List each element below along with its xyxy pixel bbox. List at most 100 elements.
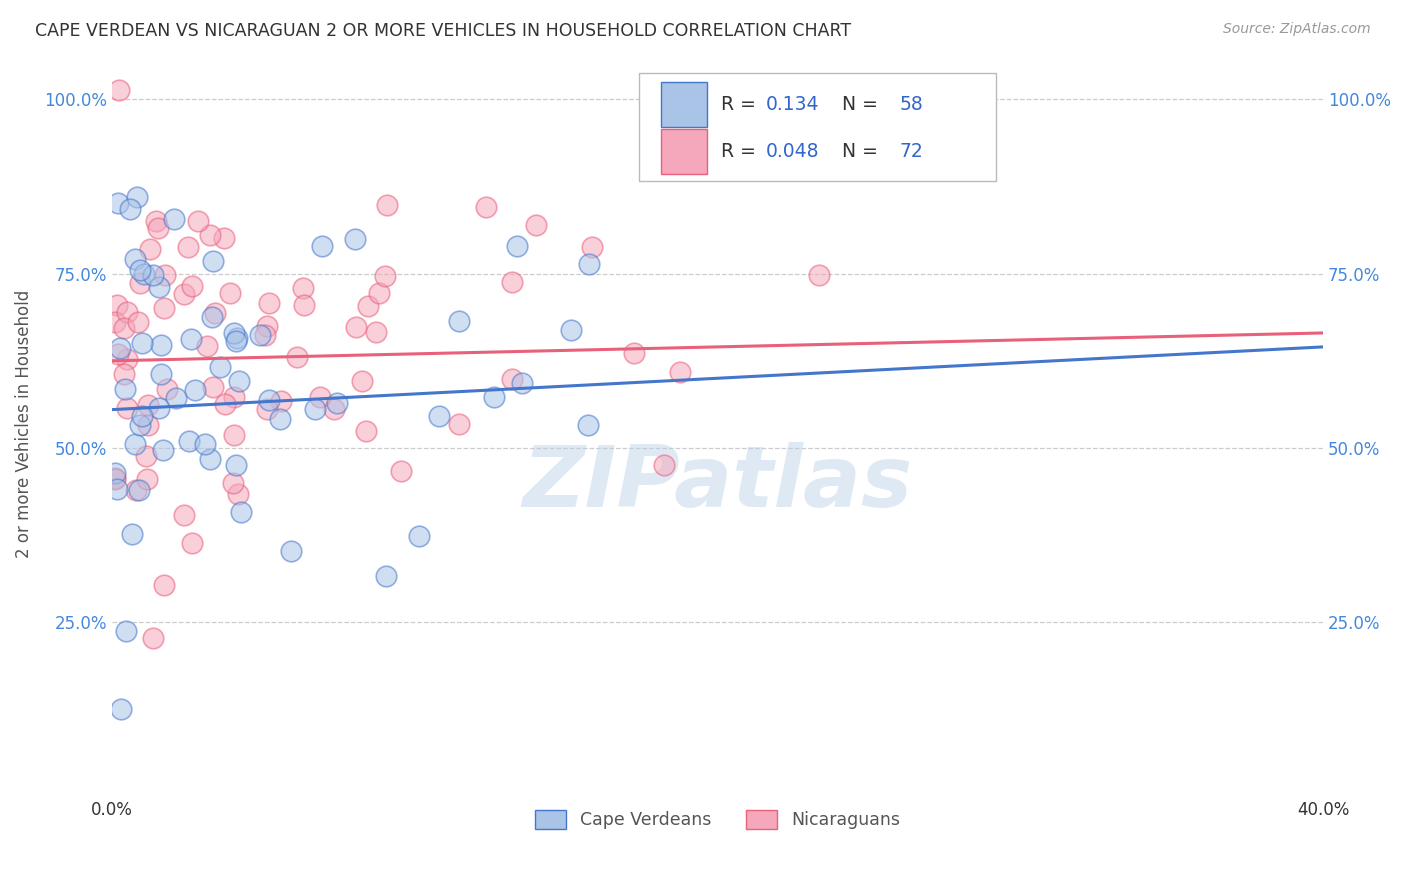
- Point: [180, 332, 202, 346]
- Point: [156, 383, 179, 397]
- Point: [501, 275, 523, 289]
- Point: [204, 306, 226, 320]
- Text: R =: R =: [721, 142, 762, 161]
- Point: [107, 347, 129, 361]
- Point: [256, 402, 278, 417]
- Point: [623, 346, 645, 360]
- Point: [163, 211, 186, 226]
- Point: [124, 252, 146, 267]
- Point: [344, 231, 367, 245]
- Legend: Cape Verdeans, Nicaraguans: Cape Verdeans, Nicaraguans: [527, 803, 907, 836]
- FancyBboxPatch shape: [661, 82, 707, 127]
- Point: [219, 286, 242, 301]
- Point: [110, 702, 132, 716]
- Point: [108, 83, 131, 97]
- Text: 0.134: 0.134: [766, 95, 820, 114]
- Point: [449, 314, 471, 328]
- FancyBboxPatch shape: [661, 129, 707, 174]
- Point: [226, 330, 249, 344]
- Point: [427, 409, 450, 424]
- Point: [105, 297, 128, 311]
- Point: [108, 341, 131, 355]
- Point: [124, 437, 146, 451]
- Point: [224, 326, 246, 341]
- Point: [118, 202, 141, 216]
- Point: [578, 257, 600, 271]
- Point: [150, 338, 173, 352]
- Point: [131, 336, 153, 351]
- Point: [124, 483, 146, 498]
- Point: [177, 240, 200, 254]
- Text: Source: ZipAtlas.com: Source: ZipAtlas.com: [1223, 22, 1371, 37]
- Point: [506, 239, 529, 253]
- Point: [374, 269, 396, 284]
- Text: CAPE VERDEAN VS NICARAGUAN 2 OR MORE VEHICLES IN HOUSEHOLD CORRELATION CHART: CAPE VERDEAN VS NICARAGUAN 2 OR MORE VEH…: [35, 22, 851, 40]
- Point: [180, 279, 202, 293]
- Point: [225, 334, 247, 348]
- Point: [280, 544, 302, 558]
- Point: [222, 390, 245, 404]
- Point: [184, 384, 207, 398]
- Point: [225, 458, 247, 472]
- Point: [104, 471, 127, 485]
- Text: N =: N =: [830, 95, 884, 114]
- Point: [153, 578, 176, 592]
- Point: [198, 228, 221, 243]
- Point: [155, 268, 177, 283]
- Point: [128, 483, 150, 497]
- Point: [121, 527, 143, 541]
- Point: [224, 428, 246, 442]
- Point: [367, 285, 389, 300]
- Point: [105, 482, 128, 496]
- Point: [107, 195, 129, 210]
- Point: [249, 327, 271, 342]
- Point: [200, 451, 222, 466]
- Point: [128, 262, 150, 277]
- Point: [104, 315, 127, 329]
- Point: [228, 374, 250, 388]
- Point: [181, 536, 204, 550]
- Text: ZIPatlas: ZIPatlas: [523, 442, 912, 524]
- Point: [668, 365, 690, 379]
- Point: [202, 379, 225, 393]
- Point: [128, 277, 150, 291]
- Point: [134, 267, 156, 281]
- FancyBboxPatch shape: [638, 73, 995, 181]
- Point: [304, 401, 326, 416]
- Point: [127, 190, 149, 204]
- Point: [141, 631, 163, 645]
- Point: [202, 253, 225, 268]
- Point: [350, 374, 373, 388]
- Point: [117, 352, 139, 367]
- Point: [152, 442, 174, 457]
- Point: [148, 401, 170, 416]
- Point: [326, 395, 349, 409]
- Point: [226, 487, 249, 501]
- Point: [114, 382, 136, 396]
- Y-axis label: 2 or more Vehicles in Household: 2 or more Vehicles in Household: [15, 289, 32, 558]
- Point: [135, 449, 157, 463]
- Point: [357, 299, 380, 313]
- Point: [254, 327, 277, 342]
- Point: [269, 412, 291, 426]
- Point: [195, 338, 218, 352]
- Point: [354, 425, 377, 439]
- Point: [150, 367, 173, 381]
- Point: [208, 360, 231, 375]
- Point: [221, 475, 243, 490]
- Point: [229, 505, 252, 519]
- Point: [128, 418, 150, 433]
- Point: [142, 268, 165, 282]
- Point: [104, 472, 127, 486]
- Point: [524, 218, 547, 232]
- Point: [201, 310, 224, 325]
- Point: [135, 472, 157, 486]
- Point: [145, 214, 167, 228]
- Point: [165, 391, 187, 405]
- Point: [256, 318, 278, 333]
- Point: [115, 305, 138, 319]
- Point: [136, 418, 159, 433]
- Text: 0.048: 0.048: [766, 142, 820, 161]
- Point: [652, 458, 675, 472]
- Point: [309, 390, 332, 404]
